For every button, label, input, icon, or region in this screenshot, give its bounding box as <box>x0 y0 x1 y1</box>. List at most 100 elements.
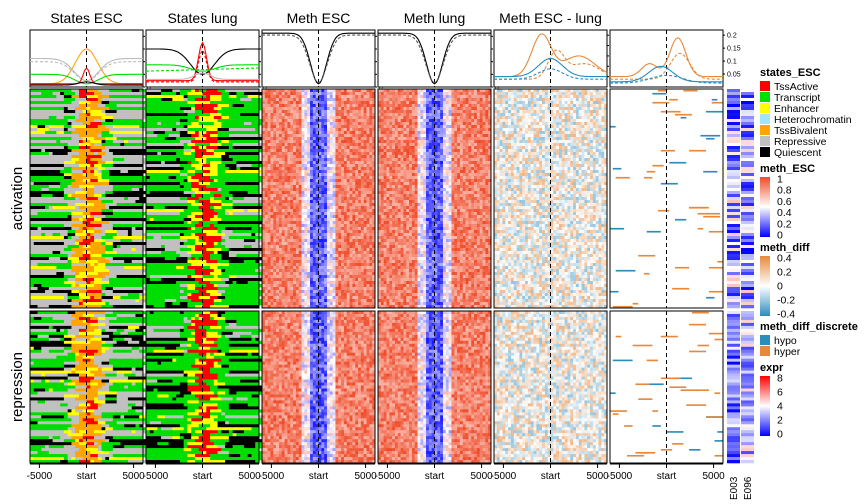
state-cell <box>150 338 158 341</box>
state-cell <box>60 149 72 152</box>
state-cell <box>30 197 42 200</box>
state-cell <box>233 335 241 338</box>
state-cell <box>206 245 214 248</box>
state-cell <box>233 227 245 230</box>
meth-cell <box>335 137 338 140</box>
state-cell <box>165 239 173 242</box>
state-cell <box>124 436 132 439</box>
state-cell <box>53 427 57 430</box>
state-cell <box>150 451 154 454</box>
state-cell <box>180 191 184 194</box>
state-cell <box>146 251 154 254</box>
meth-cell <box>302 170 305 173</box>
state-cell <box>75 356 83 359</box>
state-cell <box>184 341 192 344</box>
state-cell <box>98 323 106 326</box>
meth-cell <box>352 119 355 122</box>
meth-cell <box>324 155 327 158</box>
state-cell <box>172 239 176 242</box>
state-cell <box>49 418 53 421</box>
state-cell <box>233 158 245 161</box>
state-cell <box>154 418 158 421</box>
state-cell <box>49 281 57 284</box>
state-cell <box>165 254 177 257</box>
meth-cell <box>268 170 271 173</box>
state-cell <box>49 212 61 215</box>
state-cell <box>124 233 128 236</box>
state-cell <box>229 391 237 394</box>
state-cell <box>128 442 132 445</box>
state-cell <box>229 287 241 290</box>
state-cell <box>30 347 34 350</box>
state-cell <box>60 400 68 403</box>
state-cell <box>120 430 132 433</box>
meth-cell <box>287 164 290 167</box>
meth-cell <box>335 119 338 122</box>
state-cell <box>191 320 199 323</box>
state-cell <box>102 427 106 430</box>
meth-cell <box>347 95 350 98</box>
state-cell <box>105 365 113 368</box>
state-cell <box>68 329 80 332</box>
state-cell <box>150 272 158 275</box>
state-cell <box>105 287 113 290</box>
state-cell <box>146 149 150 152</box>
meth-cell <box>364 104 367 107</box>
state-cell <box>90 377 94 380</box>
state-cell <box>195 104 199 107</box>
state-cell <box>154 188 158 191</box>
state-cell <box>233 299 245 302</box>
state-cell <box>191 254 203 257</box>
state-cell <box>135 170 147 173</box>
state-cell <box>233 418 245 421</box>
state-cell <box>244 400 256 403</box>
state-cell <box>132 266 140 269</box>
state-cell <box>146 266 154 269</box>
meth-cell <box>302 122 305 125</box>
state-cell <box>251 412 259 415</box>
state-cell <box>191 287 195 290</box>
meth-cell <box>330 92 333 95</box>
meth-cell <box>287 119 290 122</box>
state-cell <box>233 397 237 400</box>
state-cell <box>49 287 57 290</box>
state-cell <box>90 347 102 350</box>
state-cell <box>41 409 49 412</box>
state-cell <box>240 140 244 143</box>
state-cell <box>229 430 233 433</box>
meth-cell <box>290 104 293 107</box>
state-cell <box>30 176 42 179</box>
state-cell <box>64 296 68 299</box>
state-cell <box>30 332 38 335</box>
state-cell <box>117 128 129 131</box>
meth-cell <box>355 92 358 95</box>
state-cell <box>184 356 192 359</box>
state-cell <box>244 212 248 215</box>
state-cell <box>191 122 199 125</box>
state-cell <box>172 371 184 374</box>
state-cell <box>56 293 68 296</box>
state-cell <box>90 146 98 149</box>
state-cell <box>132 391 144 394</box>
state-cell <box>214 275 218 278</box>
state-cell <box>146 179 150 182</box>
state-cell <box>68 415 80 418</box>
state-cell <box>165 451 177 454</box>
state-cell <box>165 377 169 380</box>
state-cell <box>221 412 225 415</box>
state-cell <box>64 128 68 131</box>
state-cell <box>210 371 222 374</box>
state-cell <box>53 269 57 272</box>
state-cell <box>132 368 136 371</box>
state-cell <box>236 230 244 233</box>
state-cell <box>49 338 61 341</box>
state-cell <box>79 448 87 451</box>
state-cell <box>180 164 192 167</box>
state-cell <box>113 221 121 224</box>
meth-cell <box>350 119 353 122</box>
state-cell <box>113 152 121 155</box>
state-cell <box>34 218 38 221</box>
state-cell <box>38 248 46 251</box>
state-cell <box>113 164 121 167</box>
